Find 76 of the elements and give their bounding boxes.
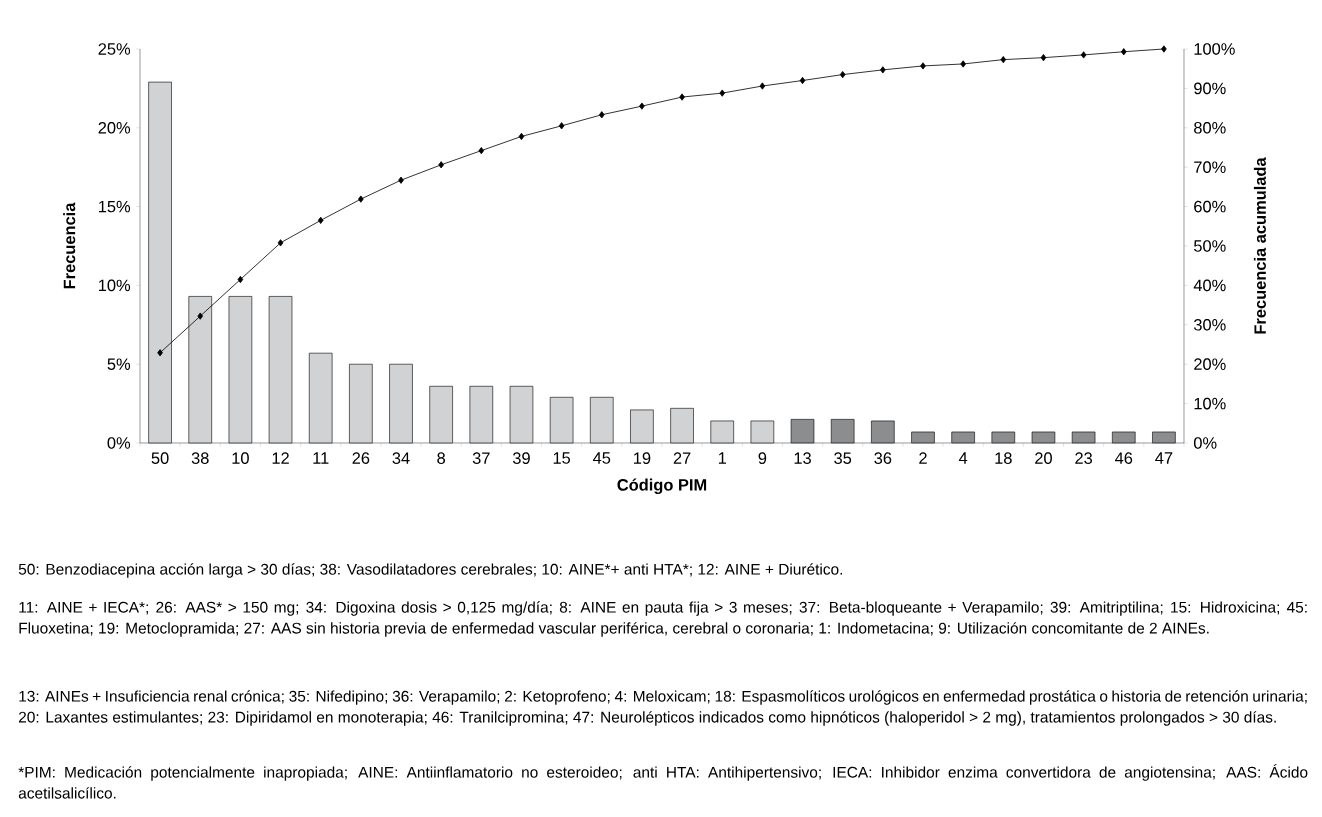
x-tick-label: 1 [718, 452, 726, 464]
x-tick-label: 50 [151, 452, 169, 464]
x-tick-label: 8 [437, 452, 446, 464]
y2-tick-label: 70% [1194, 161, 1226, 173]
x-tick-label: 45 [593, 452, 611, 464]
point [799, 76, 806, 85]
point [1080, 51, 1087, 59]
point [518, 132, 525, 141]
x-tick-label: 39 [512, 452, 530, 464]
x-tick-label: 15 [553, 452, 571, 464]
x-tick-label: 12 [272, 452, 289, 464]
point [558, 122, 565, 130]
y2-tick-label: 50% [1194, 240, 1226, 252]
point [197, 312, 204, 320]
point [1161, 45, 1167, 53]
x-tick-label: 2 [919, 452, 927, 464]
text: *PIM: Medicación potencialmente inapropiada; AINE: Antiinflamatorio no esteroideo; anti HTA: Antihipertensivo; IECA: Inhibidor enzima convertidora de angiotensina; AAS: Ácido acetilsalicílico. [18, 764, 1308, 799]
point [639, 102, 645, 110]
text: 50: Benzodiacepina acción larga > 30 días; 38: Vasodilatadores cerebrales; 10: AINE*+ anti HTA*; 12: AINE + Diurético. [18, 563, 843, 578]
point [157, 349, 163, 357]
point [237, 275, 244, 284]
point [920, 62, 926, 70]
x-tick-label: 13 [794, 452, 811, 464]
point [1040, 54, 1047, 62]
point [679, 93, 685, 101]
x-tick-label: 23 [1075, 452, 1093, 464]
x-tick-label: 4 [958, 452, 968, 464]
x-tick-label: 11 [313, 452, 329, 464]
y-tick-label: 0% [107, 437, 131, 449]
point [719, 89, 726, 97]
y-tick-label: 25% [98, 43, 131, 55]
y-tick-label: 20% [98, 121, 131, 134]
y2-tick-label: 60% [1194, 200, 1226, 213]
y-tick-label: 15% [99, 200, 131, 213]
x-tick-label: 26 [352, 452, 370, 464]
x-tick-label: 35 [834, 452, 852, 464]
x-tick-label: 20 [1035, 452, 1052, 464]
x-tick-label: 10 [232, 452, 249, 464]
x-tick-label: 34 [392, 452, 410, 464]
y2-tick-label: 20% [1194, 358, 1226, 370]
point [358, 195, 364, 203]
y2-tick-label: 0% [1193, 437, 1217, 449]
y2-tick-label: 40% [1193, 279, 1226, 292]
x-axis-title: Código PIM [617, 478, 707, 495]
x-tick-label: 19 [634, 452, 651, 464]
y2-tick-label: 10% [1194, 397, 1226, 410]
y-tick-label: 10% [99, 279, 131, 292]
point [880, 66, 886, 74]
point [277, 239, 284, 247]
text: 11: AINE + IECA*; 26: AAS* > 150 mg; 34: Digoxina dosis > 0,125 mg/día; 8: AINE en pauta fija > 3 meses; 37: Beta-bloqueante + Verapamilo; 39: Amitriptilina; 15: Hidroxicina; 45: Fluoxetina; 19: Metoclopramida; 27: AAS sin historia previa de enfermedad vascular periférica, cerebral o coronaria; 1: Indometacina; 9: Utilización concomitante de 2 AINEs. [19, 601, 1307, 637]
y2-axis-title: Frecuencia acumulada [1253, 157, 1266, 334]
point [1000, 56, 1007, 64]
x-tick-label: 47 [1155, 452, 1173, 464]
x-tick-label: 37 [472, 452, 490, 464]
point [438, 161, 444, 169]
y2-tick-label: 80% [1194, 121, 1226, 134]
x-tick-label: 36 [874, 452, 892, 464]
x-tick-label: 38 [191, 452, 209, 464]
text: 13: AINEs + Insuficiencia renal crónica; 35: Nifedipino; 36: Verapamilo; 2: Ketoprofeno; 4: Meloxicam; 18: Espasmolíticos urológicos en enfermedad prostática o historia de retención urinaria; 20: Laxantes estimulantes; 23: Dipiridamol en monoterapia; 46: Tranilcipromina; 47: Neurolépticos indicados como hipnóticos (haloperidol > 2 mg), tratamientos prolongados > 30 días. [18, 690, 1307, 726]
y2-tick-label: 100% [1194, 43, 1235, 55]
y-axis-title: Frecuencia [63, 202, 76, 289]
point [317, 216, 324, 224]
x-tick-label: 9 [758, 452, 767, 464]
point [478, 147, 485, 155]
point [960, 60, 966, 68]
y2-tick-label: 90% [1194, 82, 1226, 95]
y2-tick-label: 30% [1193, 318, 1226, 331]
x-tick-label: 46 [1115, 452, 1133, 464]
point [598, 111, 605, 119]
x-tick-label: 27 [673, 452, 691, 464]
point [1120, 48, 1127, 56]
y-tick-label: 5% [107, 358, 131, 370]
x-tick-label: 18 [995, 452, 1012, 464]
point [759, 82, 766, 90]
point [839, 70, 846, 79]
point [398, 176, 404, 184]
